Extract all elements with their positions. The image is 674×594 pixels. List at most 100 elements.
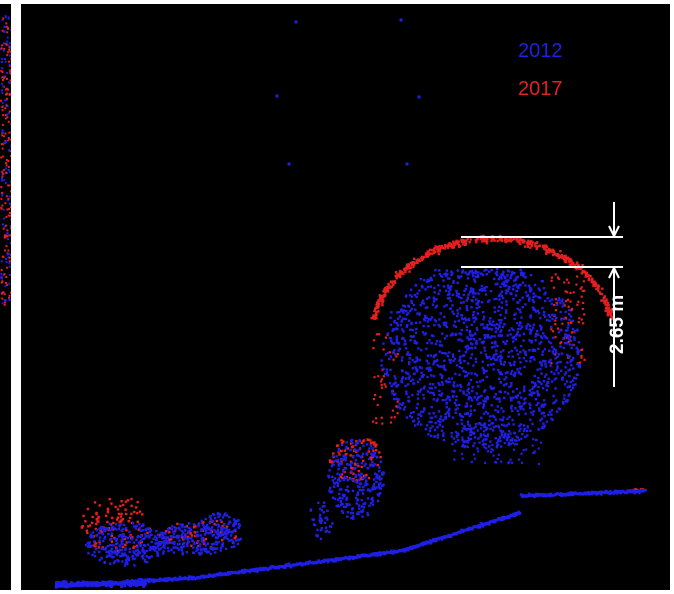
point-2017-canopy [391, 280, 395, 283]
point-2012-ground [132, 580, 136, 584]
point-2012-canopy [495, 323, 498, 326]
point-2012-canopy [455, 435, 459, 438]
point-2012-canopy [462, 301, 465, 304]
point-2012-canopy [430, 420, 433, 424]
point-2012-canopy [519, 268, 522, 272]
adjacent-panel-point [1, 106, 4, 109]
point-2017-shrub [117, 512, 121, 516]
point-2012-shrub [225, 528, 228, 531]
adjacent-panel-point [1, 302, 4, 305]
point-2012-tree [369, 444, 372, 447]
point-2012-shrub [98, 536, 102, 539]
adjacent-panel-point [1, 204, 4, 207]
point-2017-canopy [378, 299, 381, 302]
point-2012-shrub [125, 560, 128, 564]
point-2012-canopy [572, 383, 575, 387]
point-2012-canopy [561, 298, 564, 301]
point-2017-canopy [375, 333, 379, 336]
point-2012-ground [595, 491, 599, 494]
point-2012-canopy [516, 409, 520, 413]
point-2012-canopy [430, 387, 433, 390]
point-2012-canopy [537, 296, 540, 299]
point-2012-canopy [397, 405, 400, 408]
point-2017-canopy [464, 242, 468, 246]
point-2012-canopy [468, 270, 471, 273]
point-2012-canopy [531, 444, 534, 447]
point-2012-tree [323, 501, 326, 504]
point-2012-canopy [433, 323, 436, 327]
point-2012-canopy [456, 422, 459, 426]
point-2012-canopy [578, 364, 581, 367]
point-2017-canopy [604, 300, 607, 304]
point-2012-canopy [481, 273, 485, 277]
adjacent-panel-point [3, 48, 6, 50]
point-2012-ground [79, 584, 83, 587]
point-2012-tree [380, 484, 384, 487]
point-2012-tree [311, 518, 314, 521]
point-2012-canopy [488, 415, 492, 418]
point-2012-canopy [544, 365, 547, 368]
point-2012-shrub [156, 553, 160, 556]
point-2012-canopy [557, 353, 561, 356]
point-2017-canopy [408, 265, 411, 268]
point-2017-canopy [557, 277, 560, 281]
point-2012-canopy [539, 316, 542, 320]
point-2012-canopy [490, 328, 493, 331]
point-2012-canopy [492, 368, 495, 371]
point-2012-ground [77, 583, 81, 586]
point-2012-canopy [414, 366, 417, 369]
point-2012-shrub [186, 544, 189, 547]
point-2012-canopy [474, 292, 477, 295]
point-2012-ground [353, 555, 357, 559]
point-2012-canopy [571, 343, 574, 346]
point-2012-canopy [501, 430, 505, 433]
point-2012-shrub [231, 540, 234, 543]
point-2012-shrub [227, 530, 231, 533]
point-2012-canopy [495, 274, 499, 277]
point-2012-shrub [156, 554, 160, 557]
point-2012-canopy [434, 421, 437, 425]
point-2012-canopy [506, 269, 510, 272]
point-2017-tree [355, 479, 358, 482]
point-2012-shrub [160, 531, 163, 535]
point-2017-canopy [379, 395, 382, 398]
point-2012-canopy [489, 336, 492, 339]
point-2012-canopy [520, 273, 523, 277]
point-2017-canopy [377, 300, 380, 304]
point-2012-tree [357, 511, 360, 514]
point-2012-tree [327, 474, 330, 477]
adjacent-panel-point [0, 179, 3, 182]
point-2012-canopy [421, 299, 425, 302]
point-2012-shrub [124, 548, 127, 552]
point-2017-canopy [581, 264, 584, 267]
point-2012-canopy [494, 342, 497, 345]
point-2012-canopy [456, 291, 459, 295]
point-2012-canopy [518, 299, 522, 302]
point-2012-canopy [477, 450, 480, 453]
point-2012-shrub [93, 554, 97, 558]
point-2012-canopy [426, 306, 429, 309]
point-2012-canopy [486, 396, 490, 399]
point-2012-tree [375, 475, 378, 479]
point-2012-canopy [518, 405, 521, 408]
point-2012-shrub [196, 540, 199, 543]
point-2012-tree [319, 519, 323, 522]
point-2017-shrub [111, 516, 114, 520]
point-2012-ground [150, 578, 154, 581]
point-2017-shrub [87, 525, 90, 528]
point-2012-canopy [415, 360, 418, 363]
point-2012-tree [341, 511, 344, 514]
point-2012-canopy [529, 429, 532, 432]
point-2012-canopy [386, 332, 390, 335]
point-2017-tree [340, 449, 343, 453]
point-2012-canopy [496, 268, 499, 271]
point-2012-canopy [413, 293, 417, 297]
point-2012-ground [142, 584, 146, 588]
point-2012-shrub [136, 548, 139, 552]
point-2012-shrub [105, 555, 108, 559]
point-2012-canopy [412, 419, 416, 422]
point-2012-tree [379, 487, 382, 490]
point-2017-canopy [535, 245, 538, 249]
point-2012-canopy [574, 383, 577, 386]
point-cloud-view: 2012 2017 2.65 m [21, 4, 670, 590]
